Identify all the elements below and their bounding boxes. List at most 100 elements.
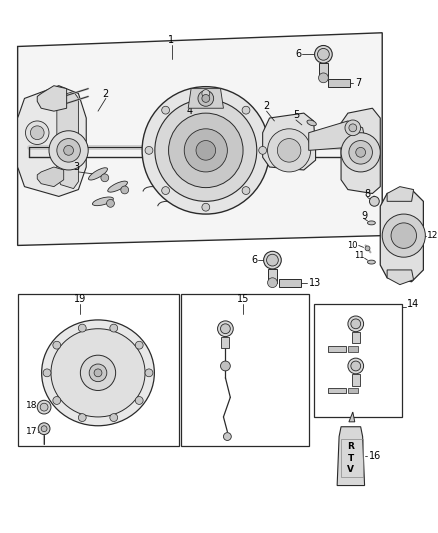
Text: 7: 7 [355,78,361,88]
Bar [328,79,350,87]
Text: 16: 16 [368,451,381,461]
Circle shape [314,45,332,63]
Circle shape [53,341,61,349]
Circle shape [202,90,210,98]
Ellipse shape [367,260,375,264]
Text: 13: 13 [309,278,321,288]
Circle shape [202,94,210,102]
Bar [18,294,179,446]
Text: 15: 15 [237,294,249,304]
Circle shape [277,139,301,162]
Circle shape [41,426,47,432]
Circle shape [242,187,250,195]
Polygon shape [337,427,364,486]
Polygon shape [387,187,413,201]
Text: 17: 17 [26,427,37,436]
Circle shape [49,131,88,170]
Polygon shape [263,113,315,170]
Circle shape [57,139,80,162]
Circle shape [78,324,86,332]
Circle shape [101,174,109,182]
Ellipse shape [307,120,316,126]
Bar [318,63,328,78]
Circle shape [155,99,257,201]
Bar [348,387,358,393]
Text: 18: 18 [26,401,37,410]
Text: 12: 12 [427,231,438,240]
Circle shape [106,199,114,207]
Polygon shape [18,33,382,245]
Circle shape [264,251,281,269]
Circle shape [382,214,425,257]
Circle shape [64,146,74,155]
Circle shape [268,129,311,172]
Text: 6: 6 [252,255,258,265]
Polygon shape [57,92,78,189]
Text: T: T [348,454,354,463]
Circle shape [218,321,233,336]
Circle shape [351,319,360,329]
Bar [328,346,346,352]
Polygon shape [37,86,67,111]
Circle shape [78,414,86,422]
Circle shape [349,124,357,132]
Text: 3: 3 [74,162,80,172]
Circle shape [25,121,49,144]
Circle shape [145,369,153,377]
Bar [348,346,358,352]
Circle shape [267,254,278,266]
Circle shape [318,73,328,83]
Circle shape [37,400,51,414]
Text: 2: 2 [263,101,270,111]
Circle shape [220,361,230,371]
Circle shape [356,148,366,157]
Bar [352,374,360,385]
Circle shape [345,120,360,136]
Text: 2: 2 [103,88,109,99]
Circle shape [318,49,329,60]
Circle shape [348,358,364,374]
Circle shape [40,403,48,411]
Circle shape [365,246,370,251]
Circle shape [162,187,170,195]
Ellipse shape [367,221,375,225]
Circle shape [196,141,215,160]
Polygon shape [309,121,364,150]
Circle shape [145,147,153,154]
Circle shape [43,369,51,377]
Circle shape [198,91,214,106]
Circle shape [80,355,116,391]
Polygon shape [188,88,223,108]
Circle shape [184,129,227,172]
Text: 14: 14 [407,299,419,309]
Circle shape [38,423,50,434]
Text: R: R [347,442,354,451]
Bar [328,387,346,393]
Circle shape [110,324,118,332]
Circle shape [268,278,277,288]
Circle shape [391,223,417,248]
Circle shape [370,197,379,206]
Circle shape [110,414,118,422]
Bar [352,332,360,343]
Text: 11: 11 [354,251,364,260]
Circle shape [142,87,269,214]
Circle shape [53,397,61,405]
Polygon shape [37,167,64,187]
Bar [181,294,309,446]
Polygon shape [387,270,413,285]
Text: 10: 10 [347,241,358,250]
Circle shape [202,203,210,211]
Circle shape [223,433,231,440]
Circle shape [135,341,143,349]
Polygon shape [349,412,355,422]
Circle shape [349,141,372,164]
Circle shape [89,364,107,382]
Text: 5: 5 [293,110,299,120]
Polygon shape [380,190,424,282]
Circle shape [242,106,250,114]
Circle shape [94,369,102,377]
Text: V: V [347,465,354,474]
Bar [314,304,402,417]
Text: 9: 9 [361,211,367,221]
